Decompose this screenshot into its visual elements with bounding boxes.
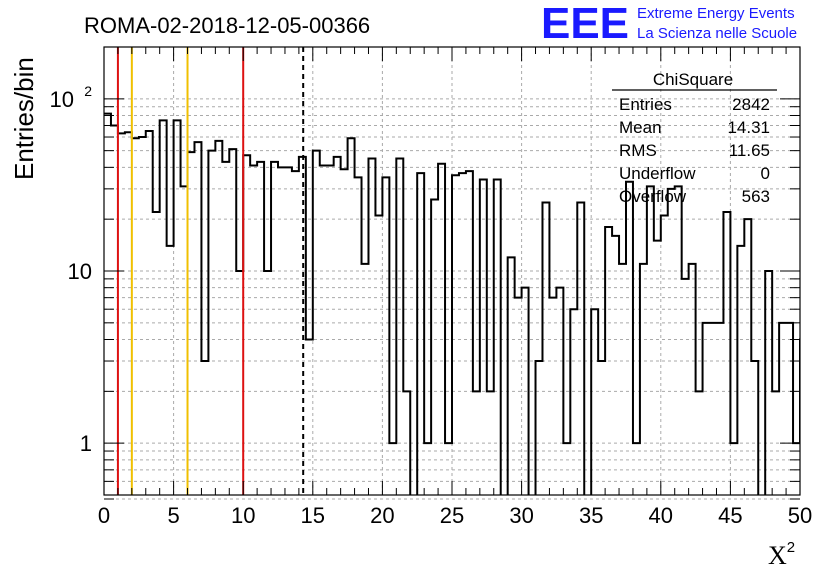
eee-logo: EEE Extreme Energy Events La Scienza nel…: [541, 0, 797, 48]
stats-label: Overflow: [619, 187, 687, 206]
stats-rows: Entries 2842 Mean 14.31 RMS 11.65 Underflow 0 Ov…: [619, 95, 770, 206]
x-tick-label: 25: [440, 503, 464, 528]
x-axis-label-base: X: [768, 541, 787, 570]
x-tick-label: 45: [718, 503, 742, 528]
y-tick-label: 10: [68, 259, 92, 284]
stats-label: RMS: [619, 141, 657, 160]
x-tick-label: 0: [98, 503, 110, 528]
x-axis-label: X2: [768, 539, 795, 570]
y-tick-label: 1: [80, 431, 92, 456]
logo-line-2: La Scienza nelle Scuole: [637, 25, 797, 42]
x-tick-label: 20: [370, 503, 394, 528]
x-tick-label: 15: [301, 503, 325, 528]
y-tick-label-exponent: 2: [84, 83, 92, 99]
x-tick-label: 35: [579, 503, 603, 528]
axis-ticks: [103, 46, 801, 500]
x-tick-label: 10: [231, 503, 255, 528]
stats-label: Mean: [619, 118, 662, 137]
chart-title: ROMA-02-2018-12-05-00366: [84, 13, 370, 38]
logo-mark: EEE: [541, 0, 629, 48]
y-axis-label: Entries/bin: [9, 57, 39, 180]
histogram-bars: [104, 112, 800, 495]
stats-title: ChiSquare: [653, 70, 733, 89]
x-tick-label: 50: [788, 503, 812, 528]
logo-line-1: Extreme Energy Events: [637, 5, 795, 22]
x-tick-label: 5: [167, 503, 179, 528]
stats-value: 563: [742, 187, 770, 206]
marker-lines: [116, 47, 305, 495]
x-tick-label: 40: [649, 503, 673, 528]
y-tick-label: 10: [50, 87, 74, 112]
stats-value: 14.31: [727, 118, 770, 137]
stats-value: 11.65: [729, 141, 770, 160]
stats-value: 0: [761, 164, 770, 183]
stats-box: ChiSquare Entries 2842 Mean 14.31 RMS 11.65 Un…: [612, 70, 777, 206]
stats-label: Entries: [619, 95, 672, 114]
stats-label: Underflow: [619, 164, 696, 183]
x-tick-label: 30: [509, 503, 533, 528]
stats-value: 2842: [732, 95, 770, 114]
tick-labels: 0 5 10 15 20 25 30 35 40 45 50 1 10 10 2: [50, 83, 813, 528]
histogram-outline: [104, 112, 800, 495]
x-axis-label-superscript: 2: [787, 539, 795, 556]
